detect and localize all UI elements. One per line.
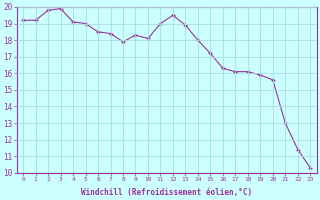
X-axis label: Windchill (Refroidissement éolien,°C): Windchill (Refroidissement éolien,°C) xyxy=(81,188,252,197)
